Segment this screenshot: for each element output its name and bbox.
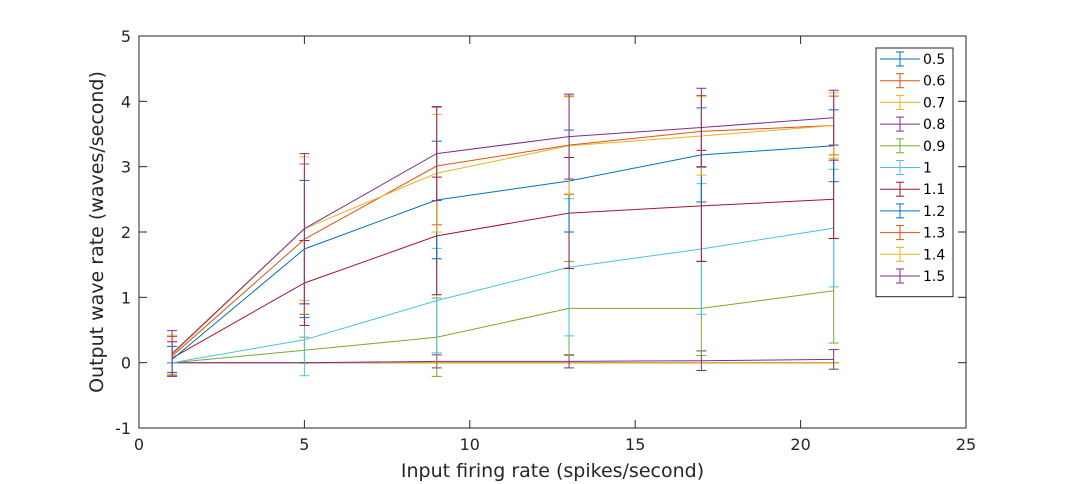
legend-entry: 1.4 — [880, 246, 945, 263]
y-tick-label: -1 — [115, 419, 131, 438]
y-tick-label: 4 — [121, 92, 131, 111]
legend-label: 1.1 — [923, 182, 945, 198]
legend-label: 1 — [923, 161, 932, 177]
legend-label: 0.6 — [923, 74, 945, 90]
legend-entry: 1.1 — [880, 181, 945, 198]
legend-entry: 0.7 — [880, 94, 945, 111]
legend-entry: 1.3 — [880, 225, 945, 242]
y-tick-label: 3 — [121, 158, 131, 177]
legend-entry: 0.9 — [880, 138, 945, 155]
legend-label: 0.5 — [923, 52, 945, 68]
legend-entry: 1.5 — [880, 268, 945, 285]
series-line — [172, 227, 834, 364]
series-line — [172, 358, 834, 364]
legend: 0.5 0.6 0.7 0.8 0.9 1 1.1 1.2 1.3 1.4 1.5 — [875, 47, 954, 298]
legend-box — [875, 47, 954, 298]
y-tick-label: 5 — [121, 27, 131, 46]
legend-entry: 1.2 — [880, 203, 945, 220]
x-axis-title: Input firing rate (spikes/second) — [401, 460, 704, 482]
series-1.5 — [167, 87, 839, 377]
legend-label: 1.5 — [923, 269, 945, 285]
legend-label: 0.8 — [923, 117, 945, 133]
plot-area — [138, 35, 967, 429]
y-axis-title: Output wave rate (waves/second) — [86, 71, 108, 393]
y-tick-label: 1 — [121, 288, 131, 307]
legend-entry: 1 — [880, 160, 932, 177]
y-tick-label: 2 — [121, 223, 131, 242]
legend-entries: 0.5 0.6 0.7 0.8 0.9 1 1.1 1.2 1.3 1.4 1.5 — [880, 51, 945, 285]
y-tick-label: 0 — [121, 354, 131, 373]
series-line — [171, 145, 834, 360]
legend-label: 0.9 — [923, 139, 945, 155]
series-line — [171, 125, 834, 357]
legend-entry: 0.8 — [880, 116, 945, 133]
legend-label: 1.3 — [923, 226, 945, 242]
x-tick-label: 5 — [299, 435, 309, 454]
x-tick-label: 25 — [956, 435, 976, 454]
x-tick-label: 20 — [790, 435, 810, 454]
legend-entry: 0.6 — [880, 73, 945, 90]
series-line — [171, 117, 834, 354]
x-tick-label: 10 — [460, 435, 480, 454]
legend-label: 0.7 — [923, 95, 945, 111]
legend-entry: 0.5 — [880, 51, 945, 68]
series-line — [171, 198, 834, 359]
legend-label: 1.4 — [923, 247, 945, 263]
x-tick-label: 15 — [625, 435, 645, 454]
series-group — [167, 87, 839, 377]
series-0.8 — [167, 349, 839, 372]
legend-label: 1.2 — [923, 204, 945, 220]
x-tick-label: 0 — [134, 435, 144, 454]
series-line — [172, 290, 834, 364]
